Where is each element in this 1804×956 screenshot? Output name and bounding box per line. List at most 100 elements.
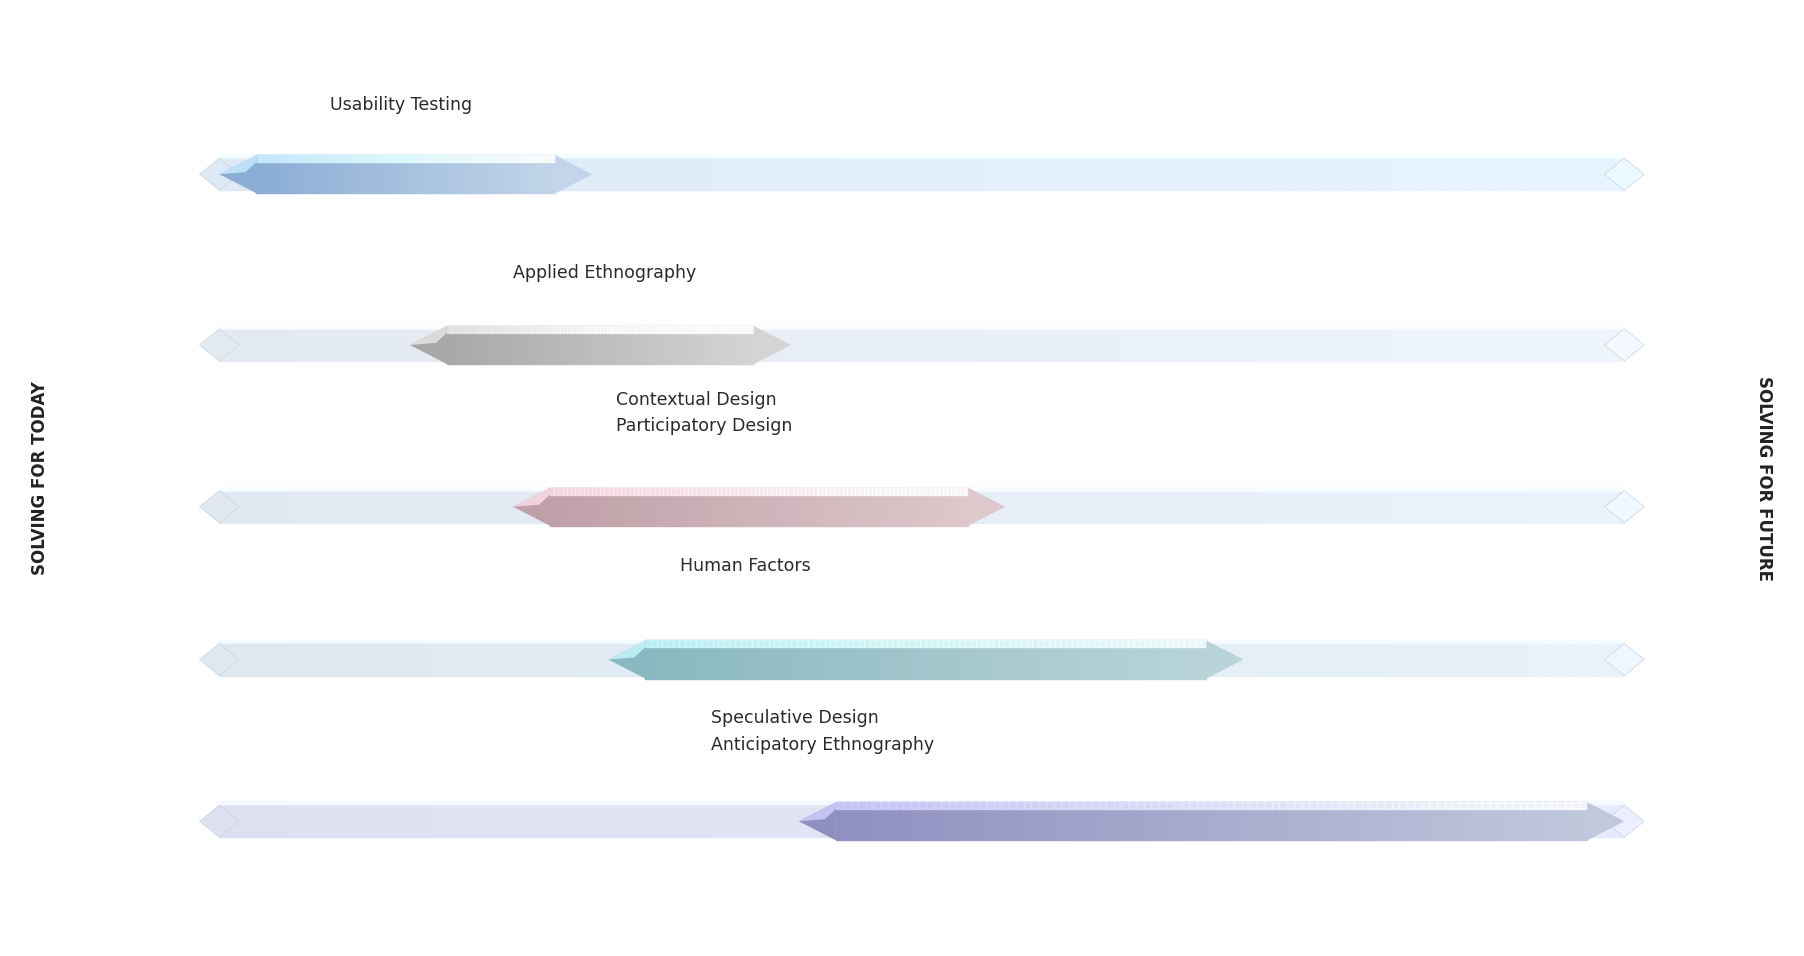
Bar <box>601 488 604 526</box>
Bar <box>718 641 723 679</box>
Bar <box>624 326 628 364</box>
Bar <box>949 641 954 679</box>
Bar <box>864 490 875 523</box>
Bar <box>759 488 763 526</box>
Bar <box>945 159 956 190</box>
Bar <box>702 641 707 647</box>
Bar <box>617 159 630 190</box>
Bar <box>583 488 588 526</box>
Bar <box>1061 802 1068 809</box>
Bar <box>391 155 393 163</box>
Bar <box>657 641 662 679</box>
Bar <box>839 488 842 494</box>
Bar <box>653 643 664 676</box>
Bar <box>687 643 700 676</box>
Bar <box>343 155 346 163</box>
Bar <box>220 643 231 676</box>
Bar <box>1026 641 1032 647</box>
Bar <box>601 488 604 494</box>
Text: Contextual Design
Participatory Design: Contextual Design Participatory Design <box>617 391 792 436</box>
Bar <box>572 326 575 333</box>
Bar <box>474 326 478 333</box>
Bar <box>604 326 606 364</box>
Bar <box>684 326 686 364</box>
Bar <box>545 326 548 364</box>
Bar <box>1174 802 1182 840</box>
Bar <box>1182 802 1189 840</box>
Bar <box>942 802 949 840</box>
Polygon shape <box>1604 159 1643 190</box>
Bar <box>723 159 734 190</box>
Bar <box>1137 802 1144 809</box>
Bar <box>776 488 779 526</box>
Bar <box>269 155 271 163</box>
Bar <box>287 155 289 193</box>
Bar <box>617 329 630 361</box>
Bar <box>747 641 752 647</box>
Bar <box>617 805 630 837</box>
Bar <box>1234 802 1241 809</box>
Bar <box>1553 490 1566 523</box>
Bar <box>406 643 419 676</box>
Bar <box>536 643 547 676</box>
Bar <box>943 641 949 647</box>
Bar <box>1063 643 1073 676</box>
Bar <box>664 159 676 190</box>
Bar <box>1339 802 1348 809</box>
Bar <box>666 326 667 333</box>
Bar <box>909 641 915 647</box>
Bar <box>539 326 541 364</box>
Bar <box>1220 802 1227 840</box>
Bar <box>1505 802 1512 809</box>
Bar <box>588 488 592 494</box>
Bar <box>492 326 496 333</box>
Bar <box>559 488 563 526</box>
Bar <box>734 329 747 361</box>
Bar <box>1203 802 1212 809</box>
Bar <box>875 805 888 837</box>
Bar <box>1162 641 1167 679</box>
Bar <box>476 643 489 676</box>
Bar <box>1279 802 1286 809</box>
Bar <box>920 641 925 647</box>
Bar <box>1530 329 1542 361</box>
Bar <box>987 641 994 647</box>
Bar <box>449 326 453 364</box>
Bar <box>1220 802 1227 809</box>
Bar <box>951 488 956 494</box>
Bar <box>866 802 873 840</box>
Bar <box>1156 641 1162 679</box>
Bar <box>824 641 830 679</box>
Polygon shape <box>608 641 646 679</box>
Bar <box>583 159 594 190</box>
Bar <box>1414 159 1425 190</box>
Bar <box>617 490 630 523</box>
Bar <box>500 326 502 364</box>
Bar <box>1055 641 1061 679</box>
Bar <box>557 326 561 364</box>
Bar <box>1167 159 1180 190</box>
Bar <box>1376 802 1384 809</box>
Bar <box>774 641 779 647</box>
Bar <box>718 488 722 494</box>
Bar <box>478 155 480 163</box>
Bar <box>352 155 355 163</box>
Bar <box>244 643 254 676</box>
Bar <box>886 641 893 647</box>
Bar <box>442 490 453 523</box>
Bar <box>429 805 442 837</box>
Bar <box>864 641 870 679</box>
Bar <box>382 329 395 361</box>
Bar <box>700 159 711 190</box>
Bar <box>767 488 772 526</box>
Bar <box>673 641 678 679</box>
Bar <box>359 490 372 523</box>
Bar <box>1508 159 1519 190</box>
Bar <box>754 488 759 526</box>
Bar <box>359 329 372 361</box>
Bar <box>651 488 655 494</box>
Bar <box>687 488 693 526</box>
Bar <box>707 326 711 364</box>
Bar <box>1046 802 1054 809</box>
Bar <box>1156 490 1167 523</box>
